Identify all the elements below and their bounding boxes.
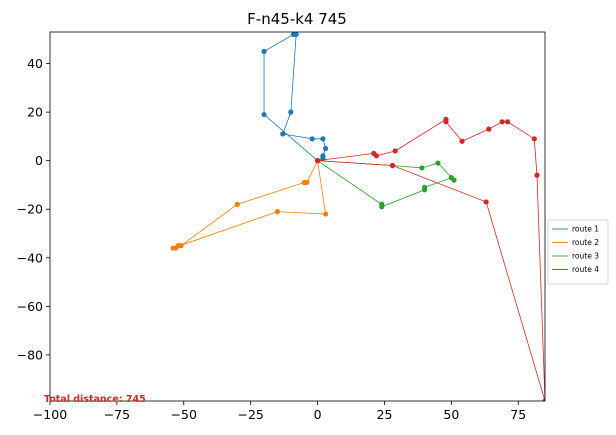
route-2-point xyxy=(234,201,240,207)
route-4-point xyxy=(531,136,537,142)
route-1-point xyxy=(309,136,315,142)
route-4-point xyxy=(389,162,396,169)
route-1-point xyxy=(261,111,267,118)
x-tick-label: −100 xyxy=(33,407,67,422)
route-1-point xyxy=(288,109,294,115)
axes-frame xyxy=(49,31,546,402)
route-4-point xyxy=(373,153,380,159)
plot-area xyxy=(170,32,545,401)
route-4-point xyxy=(504,119,511,125)
x-tick-label: 0 xyxy=(314,407,322,422)
x-tick-label: 75 xyxy=(510,407,526,422)
legend-label: route 4 xyxy=(572,265,599,274)
route-3-point xyxy=(451,177,457,183)
route-4-point xyxy=(483,199,489,205)
route-3-point xyxy=(421,184,428,190)
y-tick-label: −20 xyxy=(17,202,43,217)
y-tick-label: −80 xyxy=(17,347,43,362)
route-4-point xyxy=(314,158,321,164)
route-1-point xyxy=(280,131,286,137)
route-4-point xyxy=(443,119,449,125)
route-1-point xyxy=(320,136,326,142)
x-tick-label: −25 xyxy=(237,407,263,422)
route-line-1 xyxy=(263,34,327,162)
y-axis: −80 −60 −40 −20 0 20 40 xyxy=(17,56,50,362)
x-tick-label: −50 xyxy=(171,407,197,422)
legend-box xyxy=(547,219,609,285)
y-tick-label: −40 xyxy=(17,250,43,265)
y-tick-label: 20 xyxy=(27,105,43,120)
route-3-point xyxy=(419,165,425,171)
total-distance-annotation: Total distance: 745 xyxy=(44,394,146,405)
route-4-point xyxy=(542,398,545,401)
route-4-point xyxy=(534,172,540,178)
y-tick-label: 40 xyxy=(27,56,43,71)
x-tick-label: 50 xyxy=(443,407,459,422)
legend-label: route 1 xyxy=(572,225,599,234)
legend-label: route 2 xyxy=(572,238,599,247)
route-line-4 xyxy=(317,118,545,401)
y-tick-label: 0 xyxy=(35,153,43,168)
chart-title: F-n45-k4 745 xyxy=(247,10,347,28)
x-axis: −100 −75 −50 −25 0 25 50 75 xyxy=(33,401,526,422)
route-2-point xyxy=(301,179,307,186)
y-tick-label: −60 xyxy=(17,299,43,314)
route-line-2 xyxy=(172,160,327,249)
x-tick-label: −75 xyxy=(104,407,130,422)
x-tick-label: 25 xyxy=(377,407,393,422)
legend: route 1 route 2 route 3 route 4 xyxy=(547,219,609,285)
route-2-point xyxy=(170,245,176,251)
route-3-point xyxy=(379,204,385,210)
route-1-point xyxy=(293,32,299,38)
route-4-point xyxy=(499,119,505,125)
route-2-point xyxy=(322,211,329,217)
route-1-point xyxy=(261,48,267,55)
route-4-point xyxy=(459,138,465,144)
route-3-point xyxy=(435,160,441,166)
route-2-point xyxy=(274,209,281,215)
route-line-3 xyxy=(317,160,455,208)
route-4-point xyxy=(392,148,398,154)
legend-label: route 3 xyxy=(572,252,599,261)
route-1-point xyxy=(322,145,329,152)
route-4-point xyxy=(486,126,492,132)
